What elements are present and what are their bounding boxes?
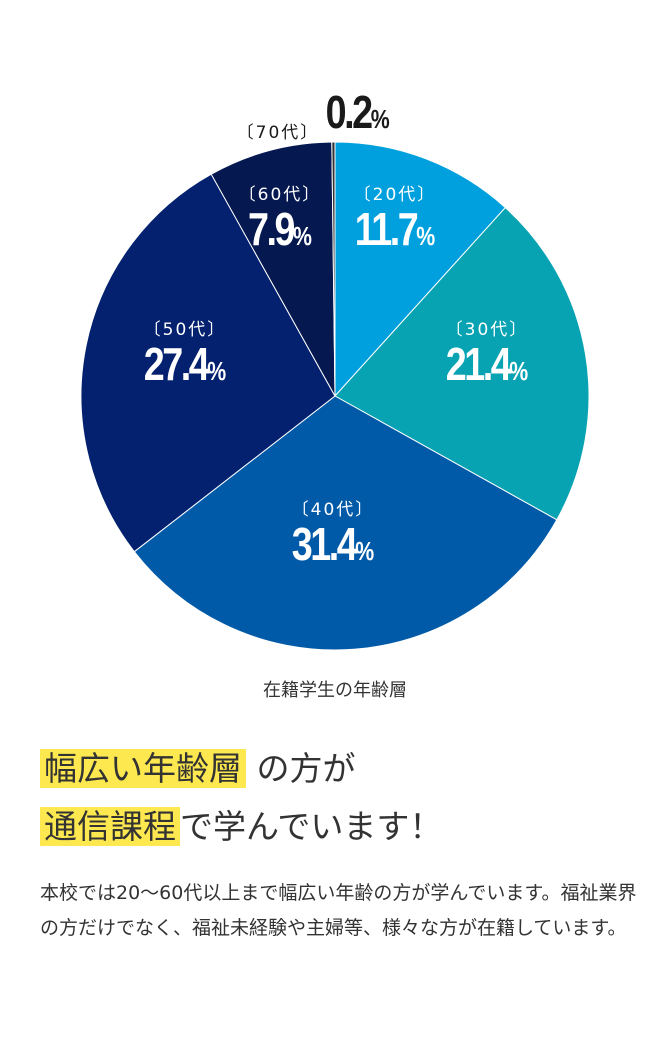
slice-percent: 21.4% <box>446 340 529 395</box>
pie-slice-50s <box>80 173 336 553</box>
slice-percent: 0.2% <box>325 88 389 143</box>
percent-sign: % <box>355 536 375 566</box>
slice-age-label: 〔50代〕 <box>143 320 227 340</box>
slice-percent-value: 31.4 <box>291 518 358 570</box>
slice-percent: 7.9% <box>246 205 314 260</box>
slice-age-label: 〔60代〕 <box>238 185 322 205</box>
slice-label-50s: 〔50代〕 27.4% <box>135 320 236 395</box>
headline-highlight-2: 通信課程 <box>40 807 180 846</box>
slice-percent-value: 27.4 <box>143 338 210 390</box>
pie-slice-70s <box>331 141 336 397</box>
chart-title: 在籍学生の年齢層 <box>263 680 407 701</box>
slice-label-20s: 〔20代〕 11.7% <box>346 185 444 260</box>
percent-sign: % <box>416 221 436 251</box>
headline-highlight-1: 幅広い年齢層 <box>40 749 246 788</box>
slice-age-label: 〔30代〕 <box>445 320 529 340</box>
slice-label-30s: 〔30代〕 21.4% <box>437 320 538 395</box>
slice-label-70s: 〔70代〕 0.2% <box>237 88 404 143</box>
slice-label-40s: 〔40代〕 31.4% <box>283 500 384 575</box>
slice-age-label: 〔40代〕 <box>291 500 375 520</box>
percent-sign: % <box>207 356 227 386</box>
pie-slice-60s <box>210 141 336 397</box>
slice-percent: 27.4% <box>144 340 227 395</box>
slice-percent-value: 7.9 <box>247 203 296 255</box>
headline-text-2: で学んでいます！ <box>180 807 443 846</box>
headline-text-1: の方が <box>256 749 356 788</box>
slice-age-label: 〔20代〕 <box>353 185 437 205</box>
slice-percent: 11.7% <box>355 205 435 260</box>
slice-percent-value: 21.4 <box>445 338 512 390</box>
pie-slice-30s <box>334 206 590 521</box>
headline: 幅広い年齢層 の方が 通信課程 で学んでいます！ <box>40 740 442 856</box>
percent-sign: % <box>370 104 390 134</box>
slice-percent: 31.4% <box>292 520 375 575</box>
pie-slice-20s <box>334 141 507 398</box>
slice-label-60s: 〔60代〕 7.9% <box>239 185 322 260</box>
percent-sign: % <box>293 221 313 251</box>
slice-percent-value: 11.7 <box>354 203 419 255</box>
percent-sign: % <box>509 356 529 386</box>
age-pie-chart <box>80 141 590 651</box>
body-text: 本校では20〜60代以上まで幅広い年齢の方が学んでいます。福祉業界の方だけでなく… <box>40 882 637 939</box>
pie-slice-40s <box>133 395 558 651</box>
slice-age-label: 〔70代〕 <box>236 123 320 143</box>
slice-percent-value: 0.2 <box>325 86 373 138</box>
